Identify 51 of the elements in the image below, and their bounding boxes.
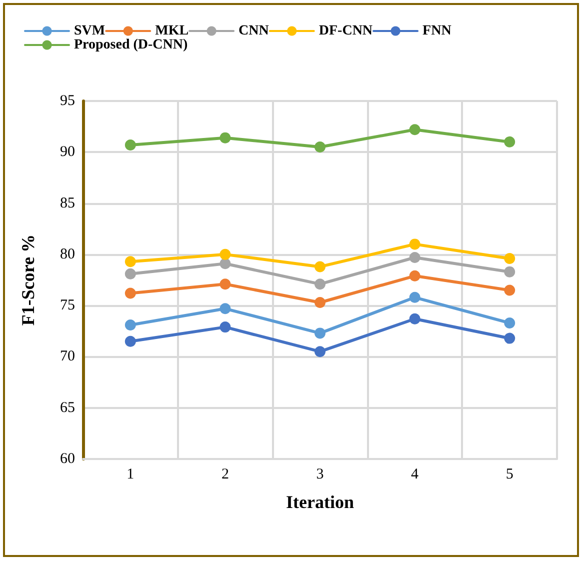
y-tick-label: 60: [60, 451, 75, 467]
point: [409, 252, 420, 263]
point: [220, 258, 231, 270]
point: [124, 336, 136, 347]
legend-label: MKL: [155, 24, 189, 38]
point: [124, 139, 136, 150]
point: [220, 132, 231, 144]
legend-label: Proposed (D-CNN): [74, 38, 188, 52]
point: [409, 124, 420, 136]
point: [124, 288, 136, 299]
point: [409, 270, 420, 282]
x-tick-label: 4: [411, 466, 420, 482]
point: [504, 136, 516, 148]
point: [220, 248, 231, 260]
point: [504, 284, 516, 296]
x-tick-label: 3: [316, 466, 324, 482]
point: [504, 253, 516, 264]
point: [220, 278, 231, 290]
y-tick-label: 80: [60, 246, 75, 262]
legend-label: SVM: [74, 24, 106, 38]
point: [409, 292, 420, 303]
y-tick-label: 95: [60, 93, 75, 109]
x-tick-label: 2: [221, 466, 229, 482]
y-tick-label: 85: [60, 195, 75, 212]
point: [504, 332, 516, 344]
point: [220, 303, 231, 314]
point: [124, 268, 136, 280]
point: [314, 297, 326, 308]
point: [314, 278, 326, 290]
point: [314, 261, 326, 272]
point: [409, 313, 420, 324]
x-tick-label: 1: [126, 466, 134, 482]
legend-label: DF-CNN: [318, 24, 373, 38]
point: [314, 142, 326, 153]
point: [314, 328, 326, 339]
y-tick-label: 65: [60, 400, 75, 416]
x-tick-label: 5: [506, 466, 514, 482]
y-tick-label: 90: [60, 144, 75, 160]
point: [124, 320, 136, 331]
y-tick-label: 75: [60, 298, 75, 314]
legend-label: CNN: [238, 24, 269, 38]
point: [124, 256, 136, 268]
point: [314, 346, 326, 358]
y-tick-label: 70: [60, 348, 75, 365]
x-axis-title: Iteration: [286, 492, 354, 512]
y-axis-title: F1-Score %: [18, 234, 38, 326]
point: [220, 322, 231, 333]
point: [504, 266, 516, 278]
point: [504, 317, 516, 328]
point: [409, 238, 420, 250]
legend-label: FNN: [422, 24, 452, 38]
